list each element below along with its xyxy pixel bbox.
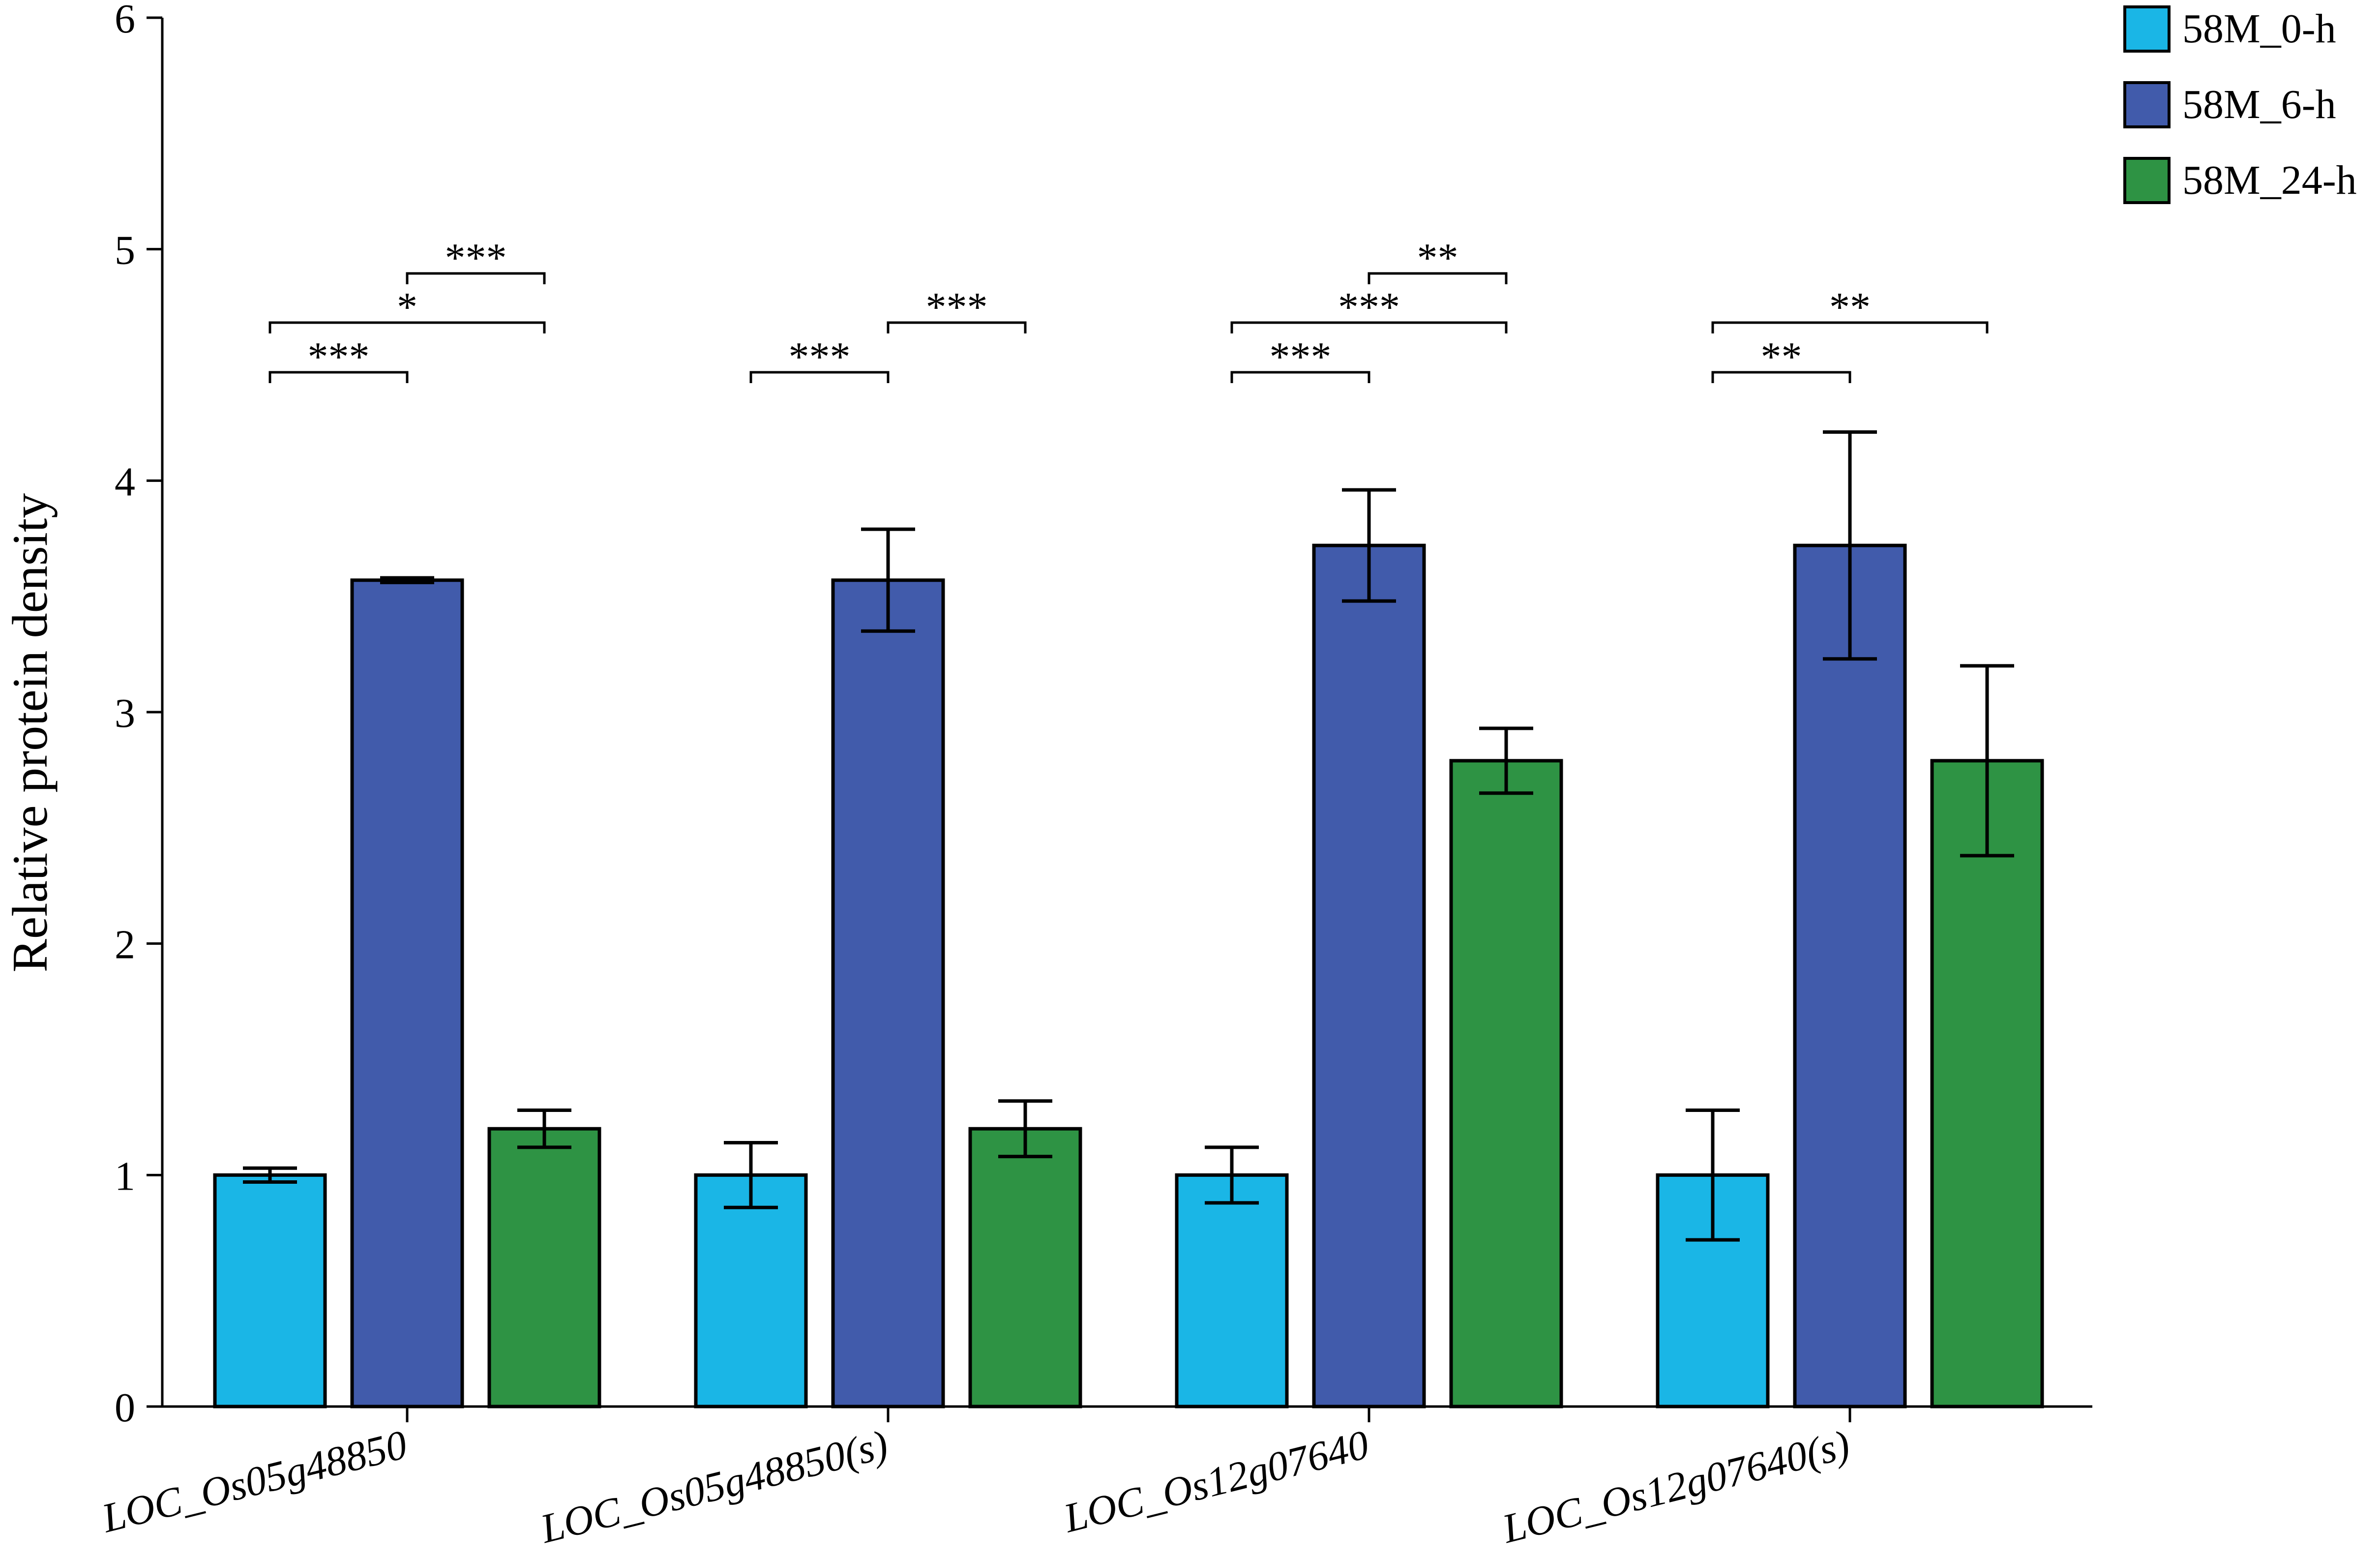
legend: 58M_0-h 58M_6-h 58M_24-h [2123,5,2357,204]
significance-bracket [1230,371,1370,383]
x-tick-label: LOC_Os12g07640(s) [1498,1422,1854,1552]
y-tick-label: 5 [115,228,135,273]
bar [1793,543,1907,1408]
significance-label: *** [308,334,370,380]
significance-label: *** [445,235,507,281]
significance-label: * [397,284,417,330]
significance-brackets: ************************* [268,235,1989,383]
significance-bracket [887,321,1027,333]
significance-label: ** [1829,284,1871,330]
legend-swatch [2123,157,2171,204]
bar [831,578,945,1408]
y-axis-label: Relative protein density [2,493,58,972]
significance-bracket [406,272,546,284]
bar [1312,543,1426,1408]
bar [694,1173,808,1408]
y-tick-label: 0 [115,1385,135,1431]
x-tick-label: LOC_Os05g48850 [97,1422,412,1542]
significance-label: *** [1270,334,1332,380]
significance-label: *** [1338,284,1400,330]
bar [1930,759,2044,1408]
bar [1449,759,1563,1408]
legend-swatch [2123,81,2171,128]
y-tick-label: 3 [115,690,135,736]
error-bars [243,430,2014,1242]
legend-swatch [2123,5,2171,53]
significance-bracket [268,321,546,333]
y-tick-label: 4 [115,459,135,505]
bar [350,578,464,1408]
y-tick-label: 1 [115,1153,135,1199]
bar [968,1127,1082,1408]
significance-bracket [749,371,890,383]
significance-bracket [1368,272,1508,284]
y-tick-label: 6 [115,0,135,42]
y-tick-label: 2 [115,922,135,968]
significance-label: ** [1417,235,1458,281]
bar [487,1127,601,1408]
bar [213,1173,327,1408]
x-tick-label: LOC_Os12g07640 [1059,1422,1373,1542]
significance-bracket [1230,321,1508,333]
significance-bracket [1711,371,1851,383]
bar [1175,1173,1289,1408]
significance-label: *** [789,334,851,380]
significance-label: ** [1761,334,1802,380]
significance-bracket [268,371,409,383]
significance-bracket [1711,321,1989,333]
x-tick-label: LOC_Os05g48850(s) [536,1422,892,1552]
legend-label: 58M_24-h [2182,157,2357,203]
significance-label: *** [926,284,988,330]
legend-label: 58M_6-h [2182,82,2336,127]
legend-label: 58M_0-h [2182,6,2336,52]
bars [213,543,2044,1408]
